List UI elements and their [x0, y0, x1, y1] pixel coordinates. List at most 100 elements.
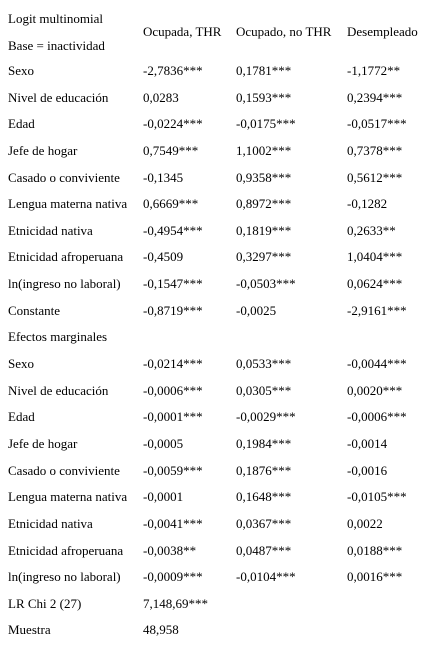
table-cell: 0,0283	[143, 89, 179, 105]
table-row: Edad -0,0224*** -0,0175*** -0,0517***	[0, 109, 431, 136]
table-cell: 0,1984***	[236, 435, 292, 451]
row-label: Casado o conviviente	[8, 169, 120, 185]
table-row: ln(ingreso no laboral) -0,0009*** -0,0104*…	[0, 562, 431, 589]
table-cell: -0,0006***	[143, 382, 203, 398]
table-cell: 0,2394***	[347, 89, 403, 105]
table-cell: -0,0038**	[143, 542, 197, 558]
table-cell: -0,1282	[347, 196, 388, 212]
row-label: Nivel de educación	[8, 382, 109, 398]
row-label: Edad	[8, 409, 35, 425]
table-cell: 0,1648***	[236, 489, 292, 505]
row-label: Muestra	[8, 622, 51, 638]
table-cell: 0,0016***	[347, 569, 403, 585]
row-label: Casado o conviviente	[8, 462, 120, 478]
table-cell: 0,8972***	[236, 196, 292, 212]
table-cell: 0,0367***	[236, 515, 292, 531]
row-label: Lengua materna nativa	[8, 489, 128, 505]
table-cell: 0,5612***	[347, 169, 403, 185]
table-row: Nivel de educación -0,0006*** 0,0305*** 0,0…	[0, 376, 431, 403]
table-row: Etnicidad nativa -0,0041*** 0,0367*** 0,002…	[0, 509, 431, 536]
row-label: Etnicidad afroperuana	[8, 542, 124, 558]
column-header-ocupado-no-thr: Ocupado, no THR	[236, 24, 332, 39]
table-cell: -0,0175***	[236, 116, 296, 132]
table-cell: -0,0029***	[236, 409, 296, 425]
table-cell: -0,0014	[347, 435, 388, 451]
table-cell: -0,0041***	[143, 515, 203, 531]
row-label: Etnicidad nativa	[8, 515, 93, 531]
table-row: Lengua materna nativa -0,0001 0,1648*** -0,…	[0, 482, 431, 509]
table-row: Jefe de hogar -0,0005 0,1984*** -0,0014	[0, 429, 431, 456]
table-row: Edad -0,0001*** -0,0029*** -0,0006***	[0, 402, 431, 429]
row-label: Sexo	[8, 63, 34, 78]
table-cell: 0,0487***	[236, 542, 292, 558]
table-cell: -0,1345	[143, 169, 184, 185]
table-cell: -0,0105***	[347, 489, 407, 505]
table-cell: -0,0224***	[143, 116, 203, 132]
table-row: Efectos marginales	[0, 322, 431, 349]
table-cell: 0,0188***	[347, 542, 403, 558]
table-cell: -0,0517***	[347, 116, 407, 132]
row-label: Jefe de hogar	[8, 435, 78, 451]
table-cell: 0,6669***	[143, 196, 199, 212]
table-row: Casado o conviviente -0,1345 0,9358*** 0,56…	[0, 163, 431, 190]
table-cell: 0,2633**	[347, 222, 396, 238]
table-row: LR Chi 2 (27) 7,148,69***	[0, 589, 431, 616]
table-cell: 0,1593***	[236, 89, 292, 105]
table-body: Sexo -2,7836*** 0,1781*** -1,1772** Nivel de…	[0, 56, 431, 642]
row-label: Jefe de hogar	[8, 142, 78, 158]
row-label: Etnicidad afroperuana	[8, 249, 124, 265]
table-header: Logit multinomial Base = inactividad Ocu…	[0, 0, 431, 56]
table-cell: -0,0005	[143, 435, 184, 451]
table-row: Sexo -2,7836*** 0,1781*** -1,1772**	[0, 56, 431, 83]
table-row: ln(ingreso no laboral) -0,1547*** -0,0503*…	[0, 269, 431, 296]
table-cell: -2,7836***	[143, 63, 203, 78]
table-cell: 1,1002***	[236, 142, 292, 158]
table-cell: -0,1547***	[143, 276, 203, 292]
table-cell: -0,0001	[143, 489, 184, 505]
row-label: ln(ingreso no laboral)	[8, 569, 121, 585]
table-row: Constante -0,8719*** -0,0025 -2,9161***	[0, 296, 431, 323]
row-label: Etnicidad nativa	[8, 222, 93, 238]
table-row: Etnicidad nativa -0,4954*** 0,1819*** 0,263…	[0, 216, 431, 243]
table-cell: -0,0009***	[143, 569, 203, 585]
table-cell: -0,4509	[143, 249, 184, 265]
table-cell: 0,0020***	[347, 382, 403, 398]
table-cell: 0,1781***	[236, 63, 292, 78]
regression-table: Logit multinomial Base = inactividad Ocu…	[0, 0, 431, 642]
table-row: Casado o conviviente -0,0059*** 0,1876*** -…	[0, 456, 431, 483]
table-cell: -2,9161***	[347, 302, 407, 318]
row-label: Constante	[8, 302, 60, 318]
row-label: Edad	[8, 116, 35, 132]
column-header-ocupada-thr: Ocupada, THR	[143, 24, 222, 39]
table-cell: 0,7549***	[143, 142, 199, 158]
table-cell: -0,4954***	[143, 222, 203, 238]
table-cell: -0,0503***	[236, 276, 296, 292]
table-cell: -0,0214***	[143, 356, 203, 372]
table-cell: -0,0059***	[143, 462, 203, 478]
table-cell: -0,8719***	[143, 302, 203, 318]
table-cell: 1,0404***	[347, 249, 403, 265]
table-cell: 48,958	[143, 622, 179, 638]
table-cell: 0,0305***	[236, 382, 292, 398]
table-cell: 0,7378***	[347, 142, 403, 158]
base-category: Base = inactividad	[8, 38, 105, 53]
row-label: Sexo	[8, 356, 34, 372]
table-cell: -0,0104***	[236, 569, 296, 585]
model-title: Logit multinomial	[8, 11, 103, 26]
table-cell: 0,9358***	[236, 169, 292, 185]
table-row: Etnicidad afroperuana -0,4509 0,3297*** 1,0…	[0, 242, 431, 269]
table-row: Etnicidad afroperuana -0,0038** 0,0487*** 0…	[0, 536, 431, 563]
table-cell: 0,1876***	[236, 462, 292, 478]
row-label: ln(ingreso no laboral)	[8, 276, 121, 292]
row-label: LR Chi 2 (27)	[8, 595, 82, 611]
table-row: Nivel de educación 0,0283 0,1593*** 0,2394*…	[0, 83, 431, 110]
table-row: Sexo -0,0214*** 0,0533*** -0,0044***	[0, 349, 431, 376]
table-cell: 0,0022	[347, 515, 383, 531]
table-row: Jefe de hogar 0,7549*** 1,1002*** 0,7378***	[0, 136, 431, 163]
table-cell: 7,148,69***	[143, 595, 208, 611]
table-cell: -1,1772**	[347, 63, 401, 78]
table-row: Lengua materna nativa 0,6669*** 0,8972*** -…	[0, 189, 431, 216]
table-cell: -0,0025	[236, 302, 277, 318]
table-row: Muestra 48,958	[0, 615, 431, 642]
row-label: Efectos marginales	[8, 329, 108, 345]
